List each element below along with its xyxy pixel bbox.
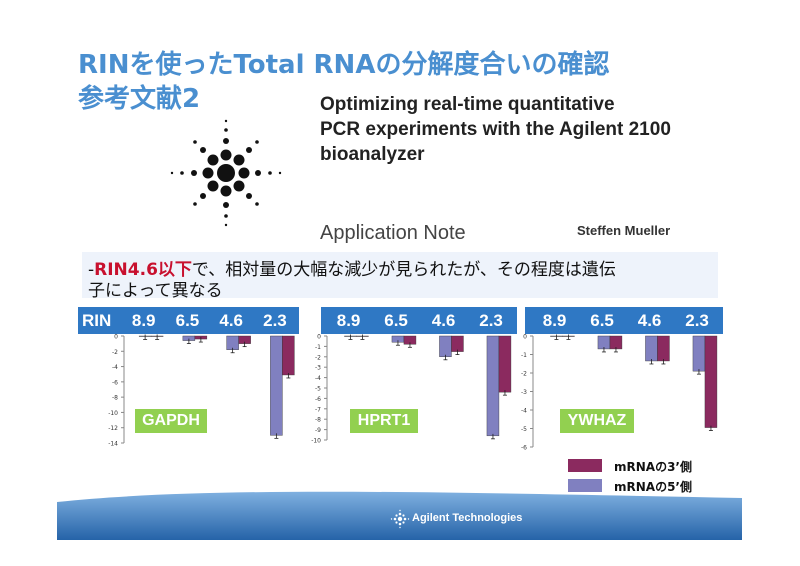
bar-5prime xyxy=(270,335,283,436)
note-highlight: RIN4.6以下 xyxy=(94,260,192,280)
rin-bar-ywhaz xyxy=(525,307,723,334)
rin-value-label: 8.9 xyxy=(542,311,567,330)
y-tick-label: -5 xyxy=(521,426,527,433)
y-tick-label: -4 xyxy=(315,375,321,382)
agilent-spark-logo-icon xyxy=(170,119,282,227)
footer-brand: Agilent Technologies xyxy=(412,512,523,524)
bar-3prime xyxy=(282,335,295,376)
y-tick-label: -12 xyxy=(108,425,118,432)
y-tick-label: 0 xyxy=(317,334,321,341)
rin-value-label: 2.3 xyxy=(263,311,287,330)
note-dash: - xyxy=(88,260,95,280)
bar-3prime xyxy=(498,335,512,393)
reference-title-line: PCR experiments with the Agilent 2100 xyxy=(320,119,671,140)
rin-value-label: 8.9 xyxy=(336,311,361,330)
y-tick-label: -10 xyxy=(311,438,321,445)
note-line-2: 子によって異なる xyxy=(88,281,223,301)
y-tick-label: -2 xyxy=(315,354,321,361)
legend-swatch-3prime xyxy=(568,459,602,472)
rin-value-label: 4.6 xyxy=(431,311,456,330)
bar-5prime xyxy=(439,335,452,357)
bar-3prime xyxy=(451,335,464,352)
bar-charts: 0-2-4-6-8-10-12-140-1-2-3-4-5-6-7-8-9-10… xyxy=(108,334,718,452)
gene-label-ywhaz: YWHAZ xyxy=(560,409,634,433)
y-tick-label: -1 xyxy=(521,352,527,359)
y-tick-label: -10 xyxy=(108,410,118,417)
bar-5prime xyxy=(226,335,239,350)
bar-5prime xyxy=(486,335,500,437)
y-tick-label: -3 xyxy=(315,365,321,372)
rin-label: RIN xyxy=(82,311,112,330)
legend-swatch-5prime xyxy=(568,479,602,492)
rin-bar-hprt1 xyxy=(321,307,517,334)
y-tick-label: 0 xyxy=(114,334,118,341)
y-tick-label: -8 xyxy=(315,417,321,424)
page-title: RINを使ったTotal RNAの分解度合いの確認 xyxy=(78,50,610,80)
y-tick-label: -6 xyxy=(315,396,321,403)
rin-bar-gapdh xyxy=(78,307,299,334)
y-tick-label: -6 xyxy=(112,379,118,386)
rin-value-label: 2.3 xyxy=(479,311,503,330)
legend-label-3prime: mRNAの3’側 xyxy=(614,460,692,474)
bar-5prime xyxy=(692,335,706,372)
note-line-1: -RIN4.6以下で、相対量の大幅な減少が見られたが、その程度は遺伝 xyxy=(88,255,616,280)
reference-title: Optimizing real-time quantitative PCR ex… xyxy=(320,92,671,167)
y-tick-label: 0 xyxy=(523,334,527,341)
rin-value-label: 4.6 xyxy=(219,311,244,330)
footer-band xyxy=(57,491,742,540)
gene-label-hprt1: HPRT1 xyxy=(350,409,418,433)
rin-value-label: 4.6 xyxy=(637,311,662,330)
y-tick-label: -9 xyxy=(315,427,321,434)
bar-3prime xyxy=(704,335,718,428)
note-box xyxy=(82,252,718,298)
legend-label-5prime: mRNAの5’側 xyxy=(614,480,692,494)
y-tick-label: -7 xyxy=(315,406,321,413)
y-tick-label: -8 xyxy=(112,395,118,402)
footer-spark-icon xyxy=(390,509,410,529)
reference-title-line: bioanalyzer xyxy=(320,144,425,165)
y-tick-label: -4 xyxy=(521,408,527,415)
y-tick-label: -5 xyxy=(315,386,321,393)
reference-title-line: Optimizing real-time quantitative xyxy=(320,94,615,115)
application-note-label: Application Note xyxy=(320,222,466,244)
rin-value-label: 8.9 xyxy=(131,311,156,330)
y-tick-label: -3 xyxy=(521,389,527,396)
y-tick-label: -4 xyxy=(112,364,118,371)
note-text: で、相対量の大幅な減少が見られたが、その程度は遺伝 xyxy=(191,260,616,280)
rin-value-label: 6.5 xyxy=(175,311,200,330)
bar-5prime xyxy=(645,335,658,362)
rin-value-label: 6.5 xyxy=(590,311,614,330)
y-tick-label: -2 xyxy=(521,371,527,378)
y-tick-label: -2 xyxy=(112,349,118,356)
y-tick-label: -1 xyxy=(315,344,321,351)
y-tick-label: -6 xyxy=(521,445,527,452)
rin-value-label: 2.3 xyxy=(685,311,709,330)
bar-3prime xyxy=(657,335,670,362)
y-tick-label: -14 xyxy=(108,441,118,448)
page-subtitle: 参考文献2 xyxy=(78,84,201,114)
gene-label-gapdh: GAPDH xyxy=(135,409,207,433)
author-name: Steffen Mueller xyxy=(577,223,671,238)
rin-value-label: 6.5 xyxy=(384,311,408,330)
